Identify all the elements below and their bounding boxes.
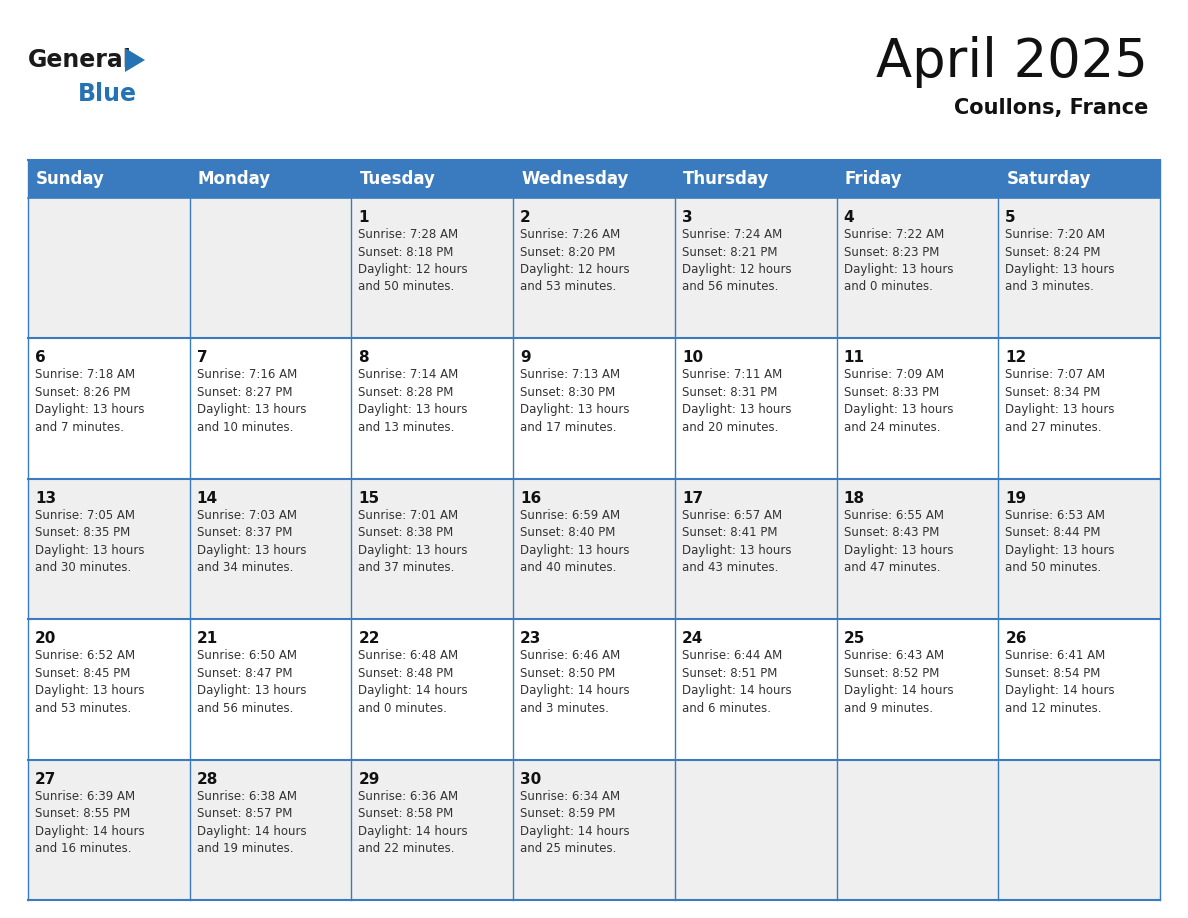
Text: 30: 30 <box>520 772 542 787</box>
Text: Sunrise: 6:52 AM
Sunset: 8:45 PM
Daylight: 13 hours
and 53 minutes.: Sunrise: 6:52 AM Sunset: 8:45 PM Dayligh… <box>34 649 145 715</box>
Text: 15: 15 <box>359 491 379 506</box>
Text: 27: 27 <box>34 772 56 787</box>
Bar <box>190 160 352 198</box>
Text: Sunrise: 6:43 AM
Sunset: 8:52 PM
Daylight: 14 hours
and 9 minutes.: Sunrise: 6:43 AM Sunset: 8:52 PM Dayligh… <box>843 649 953 715</box>
Text: 5: 5 <box>1005 210 1016 225</box>
Text: Sunrise: 7:22 AM
Sunset: 8:23 PM
Daylight: 13 hours
and 0 minutes.: Sunrise: 7:22 AM Sunset: 8:23 PM Dayligh… <box>843 228 953 294</box>
Text: 7: 7 <box>197 351 208 365</box>
Text: Saturday: Saturday <box>1006 170 1091 188</box>
Text: Sunrise: 6:36 AM
Sunset: 8:58 PM
Daylight: 14 hours
and 22 minutes.: Sunrise: 6:36 AM Sunset: 8:58 PM Dayligh… <box>359 789 468 855</box>
Text: Sunrise: 6:38 AM
Sunset: 8:57 PM
Daylight: 14 hours
and 19 minutes.: Sunrise: 6:38 AM Sunset: 8:57 PM Dayligh… <box>197 789 307 855</box>
Polygon shape <box>125 48 145 72</box>
Bar <box>29 160 190 198</box>
Text: Sunrise: 7:01 AM
Sunset: 8:38 PM
Daylight: 13 hours
and 37 minutes.: Sunrise: 7:01 AM Sunset: 8:38 PM Dayligh… <box>359 509 468 575</box>
Text: Sunrise: 7:16 AM
Sunset: 8:27 PM
Daylight: 13 hours
and 10 minutes.: Sunrise: 7:16 AM Sunset: 8:27 PM Dayligh… <box>197 368 307 434</box>
Text: 18: 18 <box>843 491 865 506</box>
Text: Sunrise: 6:41 AM
Sunset: 8:54 PM
Daylight: 14 hours
and 12 minutes.: Sunrise: 6:41 AM Sunset: 8:54 PM Dayligh… <box>1005 649 1114 715</box>
Text: 4: 4 <box>843 210 854 225</box>
Bar <box>352 160 513 198</box>
Text: Sunrise: 7:13 AM
Sunset: 8:30 PM
Daylight: 13 hours
and 17 minutes.: Sunrise: 7:13 AM Sunset: 8:30 PM Dayligh… <box>520 368 630 434</box>
Text: Sunrise: 7:14 AM
Sunset: 8:28 PM
Daylight: 13 hours
and 13 minutes.: Sunrise: 7:14 AM Sunset: 8:28 PM Dayligh… <box>359 368 468 434</box>
Text: 1: 1 <box>359 210 369 225</box>
Bar <box>29 620 1159 759</box>
Text: Sunrise: 7:26 AM
Sunset: 8:20 PM
Daylight: 12 hours
and 53 minutes.: Sunrise: 7:26 AM Sunset: 8:20 PM Dayligh… <box>520 228 630 294</box>
Text: 9: 9 <box>520 351 531 365</box>
Text: Sunrise: 7:18 AM
Sunset: 8:26 PM
Daylight: 13 hours
and 7 minutes.: Sunrise: 7:18 AM Sunset: 8:26 PM Dayligh… <box>34 368 145 434</box>
Text: Sunrise: 7:03 AM
Sunset: 8:37 PM
Daylight: 13 hours
and 34 minutes.: Sunrise: 7:03 AM Sunset: 8:37 PM Dayligh… <box>197 509 307 575</box>
Text: Sunrise: 7:07 AM
Sunset: 8:34 PM
Daylight: 13 hours
and 27 minutes.: Sunrise: 7:07 AM Sunset: 8:34 PM Dayligh… <box>1005 368 1114 434</box>
Text: Sunrise: 6:44 AM
Sunset: 8:51 PM
Daylight: 14 hours
and 6 minutes.: Sunrise: 6:44 AM Sunset: 8:51 PM Dayligh… <box>682 649 791 715</box>
Text: Sunrise: 7:11 AM
Sunset: 8:31 PM
Daylight: 13 hours
and 20 minutes.: Sunrise: 7:11 AM Sunset: 8:31 PM Dayligh… <box>682 368 791 434</box>
Text: 11: 11 <box>843 351 865 365</box>
Text: Sunrise: 6:48 AM
Sunset: 8:48 PM
Daylight: 14 hours
and 0 minutes.: Sunrise: 6:48 AM Sunset: 8:48 PM Dayligh… <box>359 649 468 715</box>
Text: 19: 19 <box>1005 491 1026 506</box>
Text: Sunrise: 7:20 AM
Sunset: 8:24 PM
Daylight: 13 hours
and 3 minutes.: Sunrise: 7:20 AM Sunset: 8:24 PM Dayligh… <box>1005 228 1114 294</box>
Text: 25: 25 <box>843 632 865 646</box>
Bar <box>836 160 998 198</box>
Text: Sunrise: 6:53 AM
Sunset: 8:44 PM
Daylight: 13 hours
and 50 minutes.: Sunrise: 6:53 AM Sunset: 8:44 PM Dayligh… <box>1005 509 1114 575</box>
Text: Sunrise: 6:39 AM
Sunset: 8:55 PM
Daylight: 14 hours
and 16 minutes.: Sunrise: 6:39 AM Sunset: 8:55 PM Dayligh… <box>34 789 145 855</box>
Bar <box>675 160 836 198</box>
Text: Thursday: Thursday <box>683 170 770 188</box>
Text: General: General <box>29 48 132 72</box>
Text: 23: 23 <box>520 632 542 646</box>
Text: 16: 16 <box>520 491 542 506</box>
Bar <box>29 198 1159 339</box>
Text: 26: 26 <box>1005 632 1026 646</box>
Text: 14: 14 <box>197 491 217 506</box>
Text: Sunrise: 6:55 AM
Sunset: 8:43 PM
Daylight: 13 hours
and 47 minutes.: Sunrise: 6:55 AM Sunset: 8:43 PM Dayligh… <box>843 509 953 575</box>
Text: Tuesday: Tuesday <box>360 170 435 188</box>
Text: 29: 29 <box>359 772 380 787</box>
Text: 10: 10 <box>682 351 703 365</box>
Text: 3: 3 <box>682 210 693 225</box>
Text: Sunrise: 6:46 AM
Sunset: 8:50 PM
Daylight: 14 hours
and 3 minutes.: Sunrise: 6:46 AM Sunset: 8:50 PM Dayligh… <box>520 649 630 715</box>
Text: Sunrise: 7:28 AM
Sunset: 8:18 PM
Daylight: 12 hours
and 50 minutes.: Sunrise: 7:28 AM Sunset: 8:18 PM Dayligh… <box>359 228 468 294</box>
Text: Coullons, France: Coullons, France <box>954 98 1148 118</box>
Text: 12: 12 <box>1005 351 1026 365</box>
Text: Sunrise: 7:05 AM
Sunset: 8:35 PM
Daylight: 13 hours
and 30 minutes.: Sunrise: 7:05 AM Sunset: 8:35 PM Dayligh… <box>34 509 145 575</box>
Text: 17: 17 <box>682 491 703 506</box>
Text: Wednesday: Wednesday <box>522 170 628 188</box>
Text: Sunrise: 7:24 AM
Sunset: 8:21 PM
Daylight: 12 hours
and 56 minutes.: Sunrise: 7:24 AM Sunset: 8:21 PM Dayligh… <box>682 228 791 294</box>
Bar <box>513 160 675 198</box>
Text: 22: 22 <box>359 632 380 646</box>
Text: 13: 13 <box>34 491 56 506</box>
Text: 8: 8 <box>359 351 369 365</box>
Text: Friday: Friday <box>845 170 902 188</box>
Text: 21: 21 <box>197 632 217 646</box>
Text: Sunday: Sunday <box>36 170 105 188</box>
Text: Sunrise: 6:50 AM
Sunset: 8:47 PM
Daylight: 13 hours
and 56 minutes.: Sunrise: 6:50 AM Sunset: 8:47 PM Dayligh… <box>197 649 307 715</box>
Text: April 2025: April 2025 <box>876 36 1148 88</box>
Text: 6: 6 <box>34 351 46 365</box>
Text: Sunrise: 6:34 AM
Sunset: 8:59 PM
Daylight: 14 hours
and 25 minutes.: Sunrise: 6:34 AM Sunset: 8:59 PM Dayligh… <box>520 789 630 855</box>
Text: Sunrise: 6:57 AM
Sunset: 8:41 PM
Daylight: 13 hours
and 43 minutes.: Sunrise: 6:57 AM Sunset: 8:41 PM Dayligh… <box>682 509 791 575</box>
Text: 20: 20 <box>34 632 56 646</box>
Text: 2: 2 <box>520 210 531 225</box>
Bar <box>29 339 1159 479</box>
Bar <box>29 479 1159 620</box>
Bar <box>998 160 1159 198</box>
Text: Monday: Monday <box>197 170 271 188</box>
Text: Sunrise: 7:09 AM
Sunset: 8:33 PM
Daylight: 13 hours
and 24 minutes.: Sunrise: 7:09 AM Sunset: 8:33 PM Dayligh… <box>843 368 953 434</box>
Text: 28: 28 <box>197 772 219 787</box>
Text: 24: 24 <box>682 632 703 646</box>
Bar <box>29 759 1159 900</box>
Text: Blue: Blue <box>78 82 137 106</box>
Text: Sunrise: 6:59 AM
Sunset: 8:40 PM
Daylight: 13 hours
and 40 minutes.: Sunrise: 6:59 AM Sunset: 8:40 PM Dayligh… <box>520 509 630 575</box>
